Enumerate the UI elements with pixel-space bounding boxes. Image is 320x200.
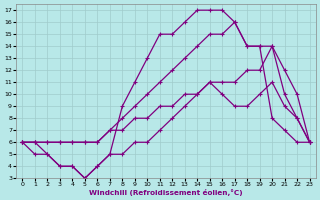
X-axis label: Windchill (Refroidissement éolien,°C): Windchill (Refroidissement éolien,°C) bbox=[89, 189, 243, 196]
